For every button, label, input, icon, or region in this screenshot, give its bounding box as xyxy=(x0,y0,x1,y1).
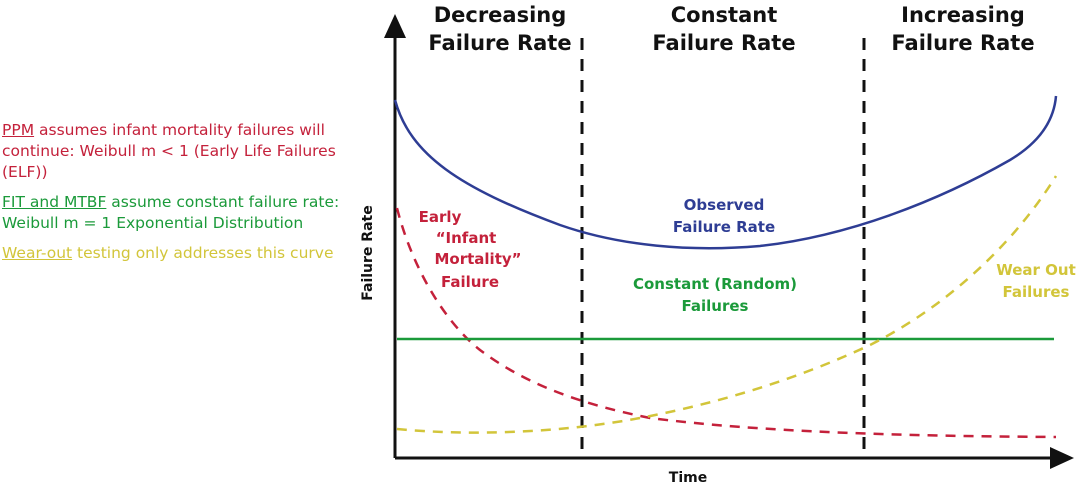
y-axis-arrow-icon xyxy=(384,14,406,38)
y-axis-label: Failure Rate xyxy=(360,205,376,300)
note-fit-mtbf: FIT and MTBF assume constant failure rat… xyxy=(2,192,342,234)
constant-label-line2: Failures xyxy=(682,297,749,315)
region-constant-line1: Constant xyxy=(671,3,778,27)
x-axis-arrow-icon xyxy=(1050,447,1074,469)
note-ppm-text: assumes infant mortality failures will c… xyxy=(2,121,336,181)
notes-panel: PPM assumes infant mortality failures wi… xyxy=(2,120,342,273)
note-fit-mtbf-term: FIT and MTBF xyxy=(2,193,107,211)
region-constant-line2: Failure Rate xyxy=(652,31,795,55)
note-ppm: PPM assumes infant mortality failures wi… xyxy=(2,120,342,183)
x-axis-label: Time xyxy=(669,470,707,486)
wearout-label-line2: Failures xyxy=(1003,283,1070,301)
observed-failure-curve xyxy=(393,95,1058,250)
early-label-line3: Mortality” xyxy=(434,250,521,268)
note-fit-mtbf-text: assume constant failure rate: Weibull m … xyxy=(2,193,340,232)
constant-label-line1: Constant (Random) xyxy=(633,275,797,293)
region-increasing-line2: Failure Rate xyxy=(891,31,1034,55)
note-wear-out-text: testing only addresses this curve xyxy=(72,244,334,262)
note-wear-out-term: Wear-out xyxy=(2,244,73,262)
wear-out-curve xyxy=(396,175,1058,434)
note-wear-out: Wear-out testing only addresses this cur… xyxy=(2,243,342,264)
observed-label-line2: Failure Rate xyxy=(673,218,775,236)
early-label-line2: “Infant xyxy=(436,229,497,247)
early-failure-curve xyxy=(395,207,1057,439)
region-decreasing-line1: Decreasing xyxy=(434,3,567,27)
early-label-line1: Early xyxy=(419,208,462,226)
observed-label-line1: Observed xyxy=(684,196,765,214)
wearout-label-line1: Wear Out xyxy=(996,261,1076,279)
early-label-line4: Failure xyxy=(441,273,499,291)
region-decreasing-line2: Failure Rate xyxy=(428,31,571,55)
region-increasing-line1: Increasing xyxy=(901,3,1025,27)
note-ppm-term: PPM xyxy=(2,121,35,139)
